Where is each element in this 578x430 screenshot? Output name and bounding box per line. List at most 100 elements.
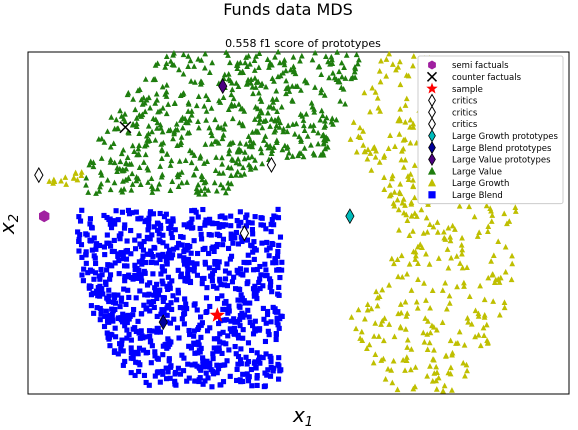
large-blend-point xyxy=(197,375,203,381)
large-blend-point xyxy=(220,236,227,242)
large-value-point xyxy=(225,52,231,58)
large-growth-point xyxy=(394,256,401,263)
large-blend-point xyxy=(87,221,93,227)
large-blend-point xyxy=(144,349,151,355)
large-value-point xyxy=(193,102,200,109)
large-blend-point xyxy=(235,241,241,247)
large-value-point xyxy=(212,116,218,123)
large-blend-point xyxy=(170,293,176,299)
large-blend-point xyxy=(237,317,243,323)
large-value-point xyxy=(195,181,202,188)
large-blend-point xyxy=(236,303,242,309)
large-blend-point xyxy=(275,376,282,382)
large-growth-point xyxy=(353,148,360,155)
large-growth-point xyxy=(430,223,437,230)
large-blend-point xyxy=(243,267,249,273)
large-value-point xyxy=(225,70,232,77)
large-value-point xyxy=(167,126,174,133)
large-blend-point xyxy=(166,304,172,310)
large-growth-point xyxy=(412,364,419,370)
large-blend-point xyxy=(133,328,139,335)
large-blend-point xyxy=(240,371,246,377)
large-blend-point xyxy=(237,209,243,215)
large-value-point xyxy=(118,113,125,119)
large-blend-point xyxy=(93,246,99,252)
large-value-point xyxy=(122,118,128,124)
large-blend-point xyxy=(195,339,201,345)
large-growth-point xyxy=(403,313,410,319)
large-value-point xyxy=(258,98,265,104)
large-growth-point xyxy=(391,189,398,195)
large-growth-point xyxy=(489,271,496,278)
large-blend-point xyxy=(115,315,121,321)
large-blend-point xyxy=(210,351,216,357)
large-blend-point xyxy=(144,217,150,223)
large-value-point xyxy=(266,64,272,70)
large-blend-point xyxy=(112,325,118,331)
large-growth-point xyxy=(404,336,411,343)
large-blend-point xyxy=(117,236,123,242)
large-value-point xyxy=(142,151,149,158)
large-value-point xyxy=(219,160,225,167)
large-growth-point xyxy=(406,232,413,238)
large-growth-point xyxy=(348,314,355,320)
large-value-point xyxy=(184,179,190,185)
large-growth-point xyxy=(408,346,415,352)
large-blend-point xyxy=(245,219,251,226)
large-value-point xyxy=(141,159,147,165)
large-growth-point xyxy=(502,268,509,275)
large-growth-point xyxy=(475,313,482,319)
large-blend-point xyxy=(128,345,134,351)
large-growth-point xyxy=(365,146,371,153)
large-value-point xyxy=(136,164,143,170)
large-value-point xyxy=(83,174,90,181)
large-value-point xyxy=(114,168,120,175)
large-blend-point xyxy=(202,222,208,228)
large-growth-point xyxy=(374,95,381,101)
large-blend-point xyxy=(222,215,228,221)
large-blend-point xyxy=(275,309,281,315)
large-blend-point xyxy=(204,220,211,226)
large-value-point xyxy=(251,67,258,73)
large-value-point xyxy=(206,69,213,76)
large-blend-point xyxy=(104,267,110,273)
large-blend-point xyxy=(182,296,188,302)
large-growth-point xyxy=(389,172,396,179)
large-blend-point xyxy=(199,281,205,287)
large-blend-point xyxy=(97,317,103,323)
large-value-point xyxy=(185,63,192,70)
critics-marker xyxy=(34,166,44,184)
large-value-point xyxy=(296,133,303,140)
large-blend-point xyxy=(171,316,177,322)
large-growth-point xyxy=(445,264,452,271)
large-value-point xyxy=(180,51,187,58)
large-blend-point xyxy=(116,233,122,239)
large-blend-point xyxy=(160,232,166,238)
large-growth-prototypes-marker xyxy=(345,208,355,225)
large-value-point xyxy=(329,115,336,121)
large-blend-point xyxy=(178,274,184,280)
large-value-point xyxy=(164,151,171,157)
large-blend-point xyxy=(202,378,208,384)
large-value-point xyxy=(321,139,327,146)
legend-label-large-value: Large Value xyxy=(452,167,502,177)
large-value-point xyxy=(129,170,136,177)
large-blend-point xyxy=(198,314,204,320)
large-value-point xyxy=(205,187,212,193)
large-blend-point xyxy=(220,379,227,385)
large-blend-point xyxy=(172,369,179,376)
large-value-point xyxy=(272,127,279,133)
large-growth-point xyxy=(456,328,463,335)
large-blend-point xyxy=(267,282,274,288)
large-value-point xyxy=(252,104,259,110)
large-value-point xyxy=(221,71,228,78)
large-value-point xyxy=(283,77,289,84)
large-blend-point xyxy=(254,287,260,293)
large-value-point xyxy=(198,79,205,85)
large-growth-point xyxy=(347,136,354,142)
large-blend-point xyxy=(127,313,133,319)
large-blend-point xyxy=(256,279,262,286)
large-blend-point xyxy=(263,273,269,279)
large-growth-point xyxy=(463,361,470,368)
